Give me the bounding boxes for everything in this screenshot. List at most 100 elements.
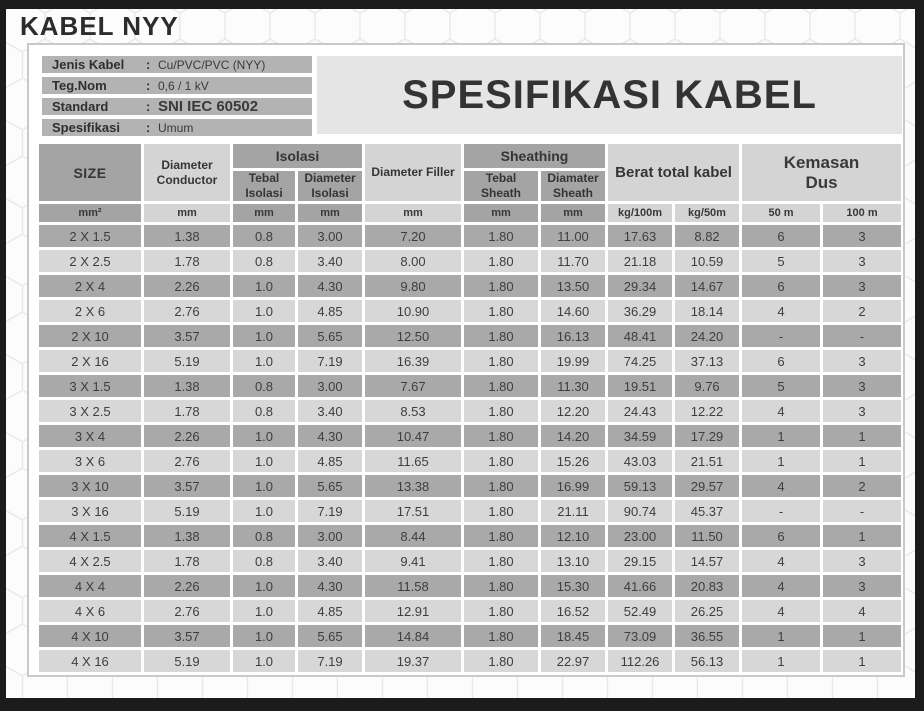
value-cell: 1 bbox=[823, 525, 902, 547]
value-cell: 1.80 bbox=[464, 275, 538, 297]
table-row: 2 X 16 5.19 1.0 7.19 16.39 1.80 19.99 74.25 37.1… bbox=[39, 350, 902, 372]
value-cell: 11.50 bbox=[675, 525, 740, 547]
value-cell: 4 bbox=[742, 400, 821, 422]
value-cell: 18.45 bbox=[541, 625, 606, 647]
size-cell: 2 X 6 bbox=[39, 300, 141, 322]
value-cell: 1.80 bbox=[464, 250, 538, 272]
unit-cell: mm bbox=[541, 204, 606, 222]
size-cell: 3 X 10 bbox=[39, 475, 141, 497]
table-row: 2 X 6 2.76 1.0 4.85 10.90 1.80 14.60 36.29 18.14… bbox=[39, 300, 902, 322]
value-cell: 1.0 bbox=[233, 425, 295, 447]
header-berat-total: Berat total kabel bbox=[608, 144, 740, 201]
info-label: Teg.Nom bbox=[52, 78, 107, 93]
value-cell: 2.76 bbox=[144, 450, 230, 472]
table-row: 4 X 1.5 1.38 0.8 3.00 8.44 1.80 12.10 23.00 11.5… bbox=[39, 525, 902, 547]
value-cell: 3.00 bbox=[298, 525, 362, 547]
value-cell: 4.85 bbox=[298, 450, 362, 472]
table-row: 4 X 10 3.57 1.0 5.65 14.84 1.80 18.45 73.09 36.5… bbox=[39, 625, 902, 647]
value-cell: 16.99 bbox=[541, 475, 606, 497]
value-cell: 15.26 bbox=[541, 450, 606, 472]
table-row: 3 X 6 2.76 1.0 4.85 11.65 1.80 15.26 43.03 21.51… bbox=[39, 450, 902, 472]
value-cell: 1.0 bbox=[233, 625, 295, 647]
value-cell: 2.26 bbox=[144, 425, 230, 447]
unit-cell: mm² bbox=[39, 204, 141, 222]
table-row: 2 X 1.5 1.38 0.8 3.00 7.20 1.80 11.00 17.63 8.82… bbox=[39, 225, 902, 247]
table-row: 4 X 6 2.76 1.0 4.85 12.91 1.80 16.52 52.49 26.25… bbox=[39, 600, 902, 622]
info-colon: : bbox=[146, 57, 151, 72]
unit-cell: mm bbox=[365, 204, 461, 222]
value-cell: 11.65 bbox=[365, 450, 461, 472]
value-cell: 24.20 bbox=[675, 325, 740, 347]
value-cell: 10.59 bbox=[675, 250, 740, 272]
frame-left-bar bbox=[0, 0, 6, 711]
value-cell: 2.76 bbox=[144, 600, 230, 622]
header-diameter-conductor: Diameter Conductor bbox=[144, 144, 230, 201]
table-row: 2 X 10 3.57 1.0 5.65 12.50 1.80 16.13 48.41 24.2… bbox=[39, 325, 902, 347]
header-size: SIZE bbox=[39, 144, 141, 201]
unit-cell: kg/100m bbox=[608, 204, 673, 222]
value-cell: 29.57 bbox=[675, 475, 740, 497]
table-row: 3 X 2.5 1.78 0.8 3.40 8.53 1.80 12.20 24.43 12.2… bbox=[39, 400, 902, 422]
value-cell: 5.19 bbox=[144, 350, 230, 372]
value-cell: 24.43 bbox=[608, 400, 673, 422]
value-cell: 1 bbox=[823, 625, 902, 647]
value-cell: 34.59 bbox=[608, 425, 673, 447]
header-sheathing-group: Sheathing bbox=[464, 144, 606, 168]
value-cell: 17.29 bbox=[675, 425, 740, 447]
value-cell: 16.13 bbox=[541, 325, 606, 347]
value-cell: 45.37 bbox=[675, 500, 740, 522]
value-cell: 1.80 bbox=[464, 400, 538, 422]
value-cell: 10.90 bbox=[365, 300, 461, 322]
value-cell: 1.0 bbox=[233, 500, 295, 522]
value-cell: 1.0 bbox=[233, 650, 295, 672]
value-cell: 9.80 bbox=[365, 275, 461, 297]
value-cell: 1.0 bbox=[233, 275, 295, 297]
value-cell: 1 bbox=[823, 425, 902, 447]
value-cell: 1 bbox=[823, 450, 902, 472]
value-cell: 3.40 bbox=[298, 400, 362, 422]
size-cell: 3 X 1.5 bbox=[39, 375, 141, 397]
value-cell: 1.80 bbox=[464, 550, 538, 572]
frame-bottom-bar bbox=[0, 698, 924, 711]
value-cell: 112.26 bbox=[608, 650, 673, 672]
value-cell: 8.00 bbox=[365, 250, 461, 272]
value-cell: 21.11 bbox=[541, 500, 606, 522]
value-cell: 7.19 bbox=[298, 650, 362, 672]
info-label: Jenis Kabel bbox=[52, 57, 125, 72]
value-cell: 3 bbox=[823, 375, 902, 397]
value-cell: 5.19 bbox=[144, 500, 230, 522]
value-cell: 3.57 bbox=[144, 625, 230, 647]
value-cell: 3.40 bbox=[298, 550, 362, 572]
value-cell: 19.99 bbox=[541, 350, 606, 372]
value-cell: 3 bbox=[823, 400, 902, 422]
value-cell: 1.0 bbox=[233, 600, 295, 622]
value-cell: 36.29 bbox=[608, 300, 673, 322]
unit-cell: mm bbox=[298, 204, 362, 222]
value-cell: 48.41 bbox=[608, 325, 673, 347]
size-cell: 3 X 16 bbox=[39, 500, 141, 522]
value-cell: 0.8 bbox=[233, 375, 295, 397]
value-cell: 16.52 bbox=[541, 600, 606, 622]
value-cell: 5.19 bbox=[144, 650, 230, 672]
value-cell: 52.49 bbox=[608, 600, 673, 622]
value-cell: 1.0 bbox=[233, 450, 295, 472]
unit-cell: kg/50m bbox=[675, 204, 740, 222]
info-value: Umum bbox=[158, 120, 194, 135]
unit-cell: mm bbox=[144, 204, 230, 222]
table-row: 3 X 10 3.57 1.0 5.65 13.38 1.80 16.99 59.13 29.5… bbox=[39, 475, 902, 497]
size-cell: 2 X 16 bbox=[39, 350, 141, 372]
value-cell: 36.55 bbox=[675, 625, 740, 647]
value-cell: 7.19 bbox=[298, 500, 362, 522]
value-cell: 3.57 bbox=[144, 475, 230, 497]
value-cell: 16.39 bbox=[365, 350, 461, 372]
info-colon: : bbox=[146, 78, 151, 93]
table-row: 3 X 1.5 1.38 0.8 3.00 7.67 1.80 11.30 19.51 9.76… bbox=[39, 375, 902, 397]
size-cell: 4 X 10 bbox=[39, 625, 141, 647]
value-cell: 0.8 bbox=[233, 250, 295, 272]
value-cell: 23.00 bbox=[608, 525, 673, 547]
info-colon: : bbox=[146, 99, 151, 114]
value-cell: 1.80 bbox=[464, 450, 538, 472]
value-cell: 8.53 bbox=[365, 400, 461, 422]
value-cell: 5.65 bbox=[298, 625, 362, 647]
